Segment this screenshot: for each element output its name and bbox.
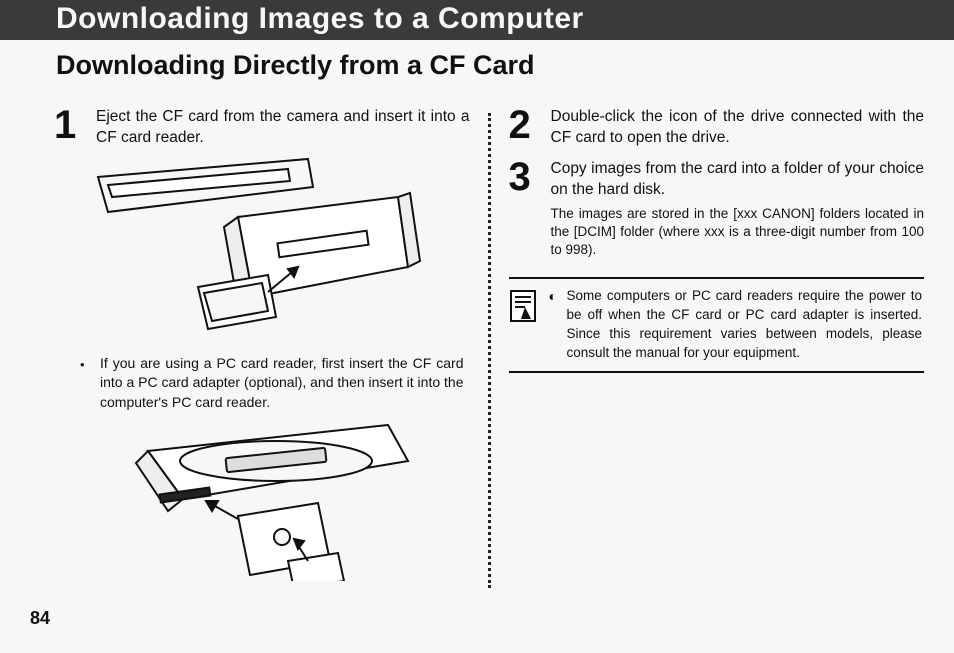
step-1-text: Eject the CF card from the camera and in… [96, 107, 470, 149]
column-right: 2 Double-click the icon of the drive con… [491, 107, 925, 598]
step-3: 3 Copy images from the card into a folde… [509, 159, 925, 260]
note-icon [509, 289, 539, 363]
step-2: 2 Double-click the icon of the drive con… [509, 107, 925, 149]
step-3-text: Copy images from the card into a folder … [551, 159, 925, 201]
bullet-text: If you are using a PC card reader, first… [100, 354, 464, 413]
chapter-title: Downloading Images to a Computer [56, 2, 584, 35]
note-bullet: ◐ Some computers or PC card readers requ… [549, 287, 923, 363]
bullet-note: • If you are using a PC card reader, fir… [80, 354, 470, 413]
note-bullet-icon: ◐ [549, 287, 561, 363]
note-box: ◐ Some computers or PC card readers requ… [509, 277, 925, 373]
step-2-body: Double-click the icon of the drive conne… [551, 107, 925, 149]
step-1-body: Eject the CF card from the camera and in… [96, 107, 470, 149]
column-left: 1 Eject the CF card from the camera and … [54, 107, 488, 598]
step-1-number: 1 [54, 107, 82, 149]
step-2-text: Double-click the icon of the drive conne… [551, 107, 925, 149]
illustration-card-reader [88, 157, 470, 342]
illustration-pc-card-adapter [88, 421, 470, 586]
step-3-number: 3 [509, 159, 537, 260]
chapter-header: Downloading Images to a Computer [0, 0, 954, 40]
content-columns: 1 Eject the CF card from the camera and … [0, 85, 954, 598]
page-number: 84 [30, 608, 50, 629]
note-text: Some computers or PC card readers requir… [567, 287, 923, 363]
bullet-dot-icon: • [80, 356, 90, 413]
step-3-subtext: The images are stored in the [xxx CANON]… [551, 205, 925, 260]
step-1: 1 Eject the CF card from the camera and … [54, 107, 470, 149]
section-title-text: Downloading Directly from a CF Card [56, 50, 535, 80]
section-title: Downloading Directly from a CF Card [0, 40, 954, 85]
step-2-number: 2 [509, 107, 537, 149]
step-3-body: Copy images from the card into a folder … [551, 159, 925, 260]
